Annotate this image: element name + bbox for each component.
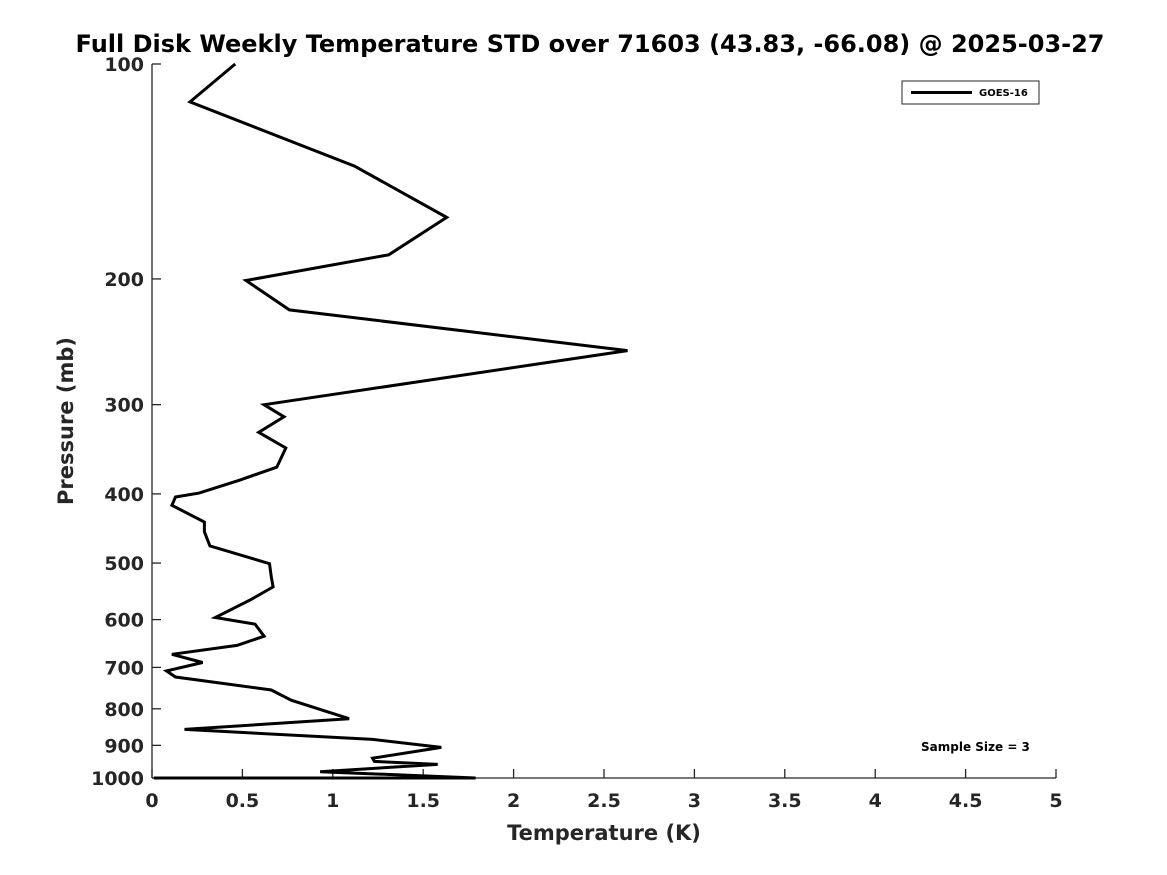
series-line-goes-16: [153, 62, 628, 780]
y-tick-label: 900: [104, 735, 144, 757]
y-tick-label: 800: [104, 699, 144, 721]
legend: GOES-16: [901, 80, 1040, 105]
y-axis-ticks: 100 200 300 400 500 600 700 800 900 1000: [91, 54, 161, 790]
x-tick-label: 5: [1049, 790, 1062, 812]
y-tick-label: 100: [104, 54, 144, 76]
x-axis-ticks: 0 0.5 1 1.5 2 2.5 3 3.5 4 4.5 5: [145, 769, 1063, 812]
chart-title: Full Disk Weekly Temperature STD over 71…: [76, 30, 1105, 58]
x-tick-label: 2.5: [587, 790, 621, 812]
y-axis-label: Pressure (mb): [54, 337, 78, 505]
y-tick-label: 300: [104, 395, 144, 417]
x-tick-label: 0.5: [226, 790, 260, 812]
sample-size-annotation: Sample Size = 3: [921, 740, 1030, 754]
y-tick-label: 600: [104, 610, 144, 632]
x-tick-label: 4.5: [949, 790, 983, 812]
x-tick-label: 4: [869, 790, 882, 812]
y-tick-label: 400: [104, 484, 144, 506]
x-tick-label: 1.5: [406, 790, 440, 812]
y-tick-label: 1000: [91, 768, 144, 790]
x-axis-label: Temperature (K): [507, 821, 701, 845]
x-tick-label: 2: [507, 790, 520, 812]
legend-label-goes-16: GOES-16: [979, 88, 1028, 99]
x-tick-label: 3.5: [768, 790, 802, 812]
y-tick-label: 500: [104, 553, 144, 575]
y-tick-label: 700: [104, 657, 144, 679]
x-tick-label: 1: [326, 790, 339, 812]
series-group: [153, 62, 628, 780]
x-tick-label: 3: [688, 790, 701, 812]
x-tick-label: 0: [145, 790, 158, 812]
y-tick-label: 200: [104, 269, 144, 291]
